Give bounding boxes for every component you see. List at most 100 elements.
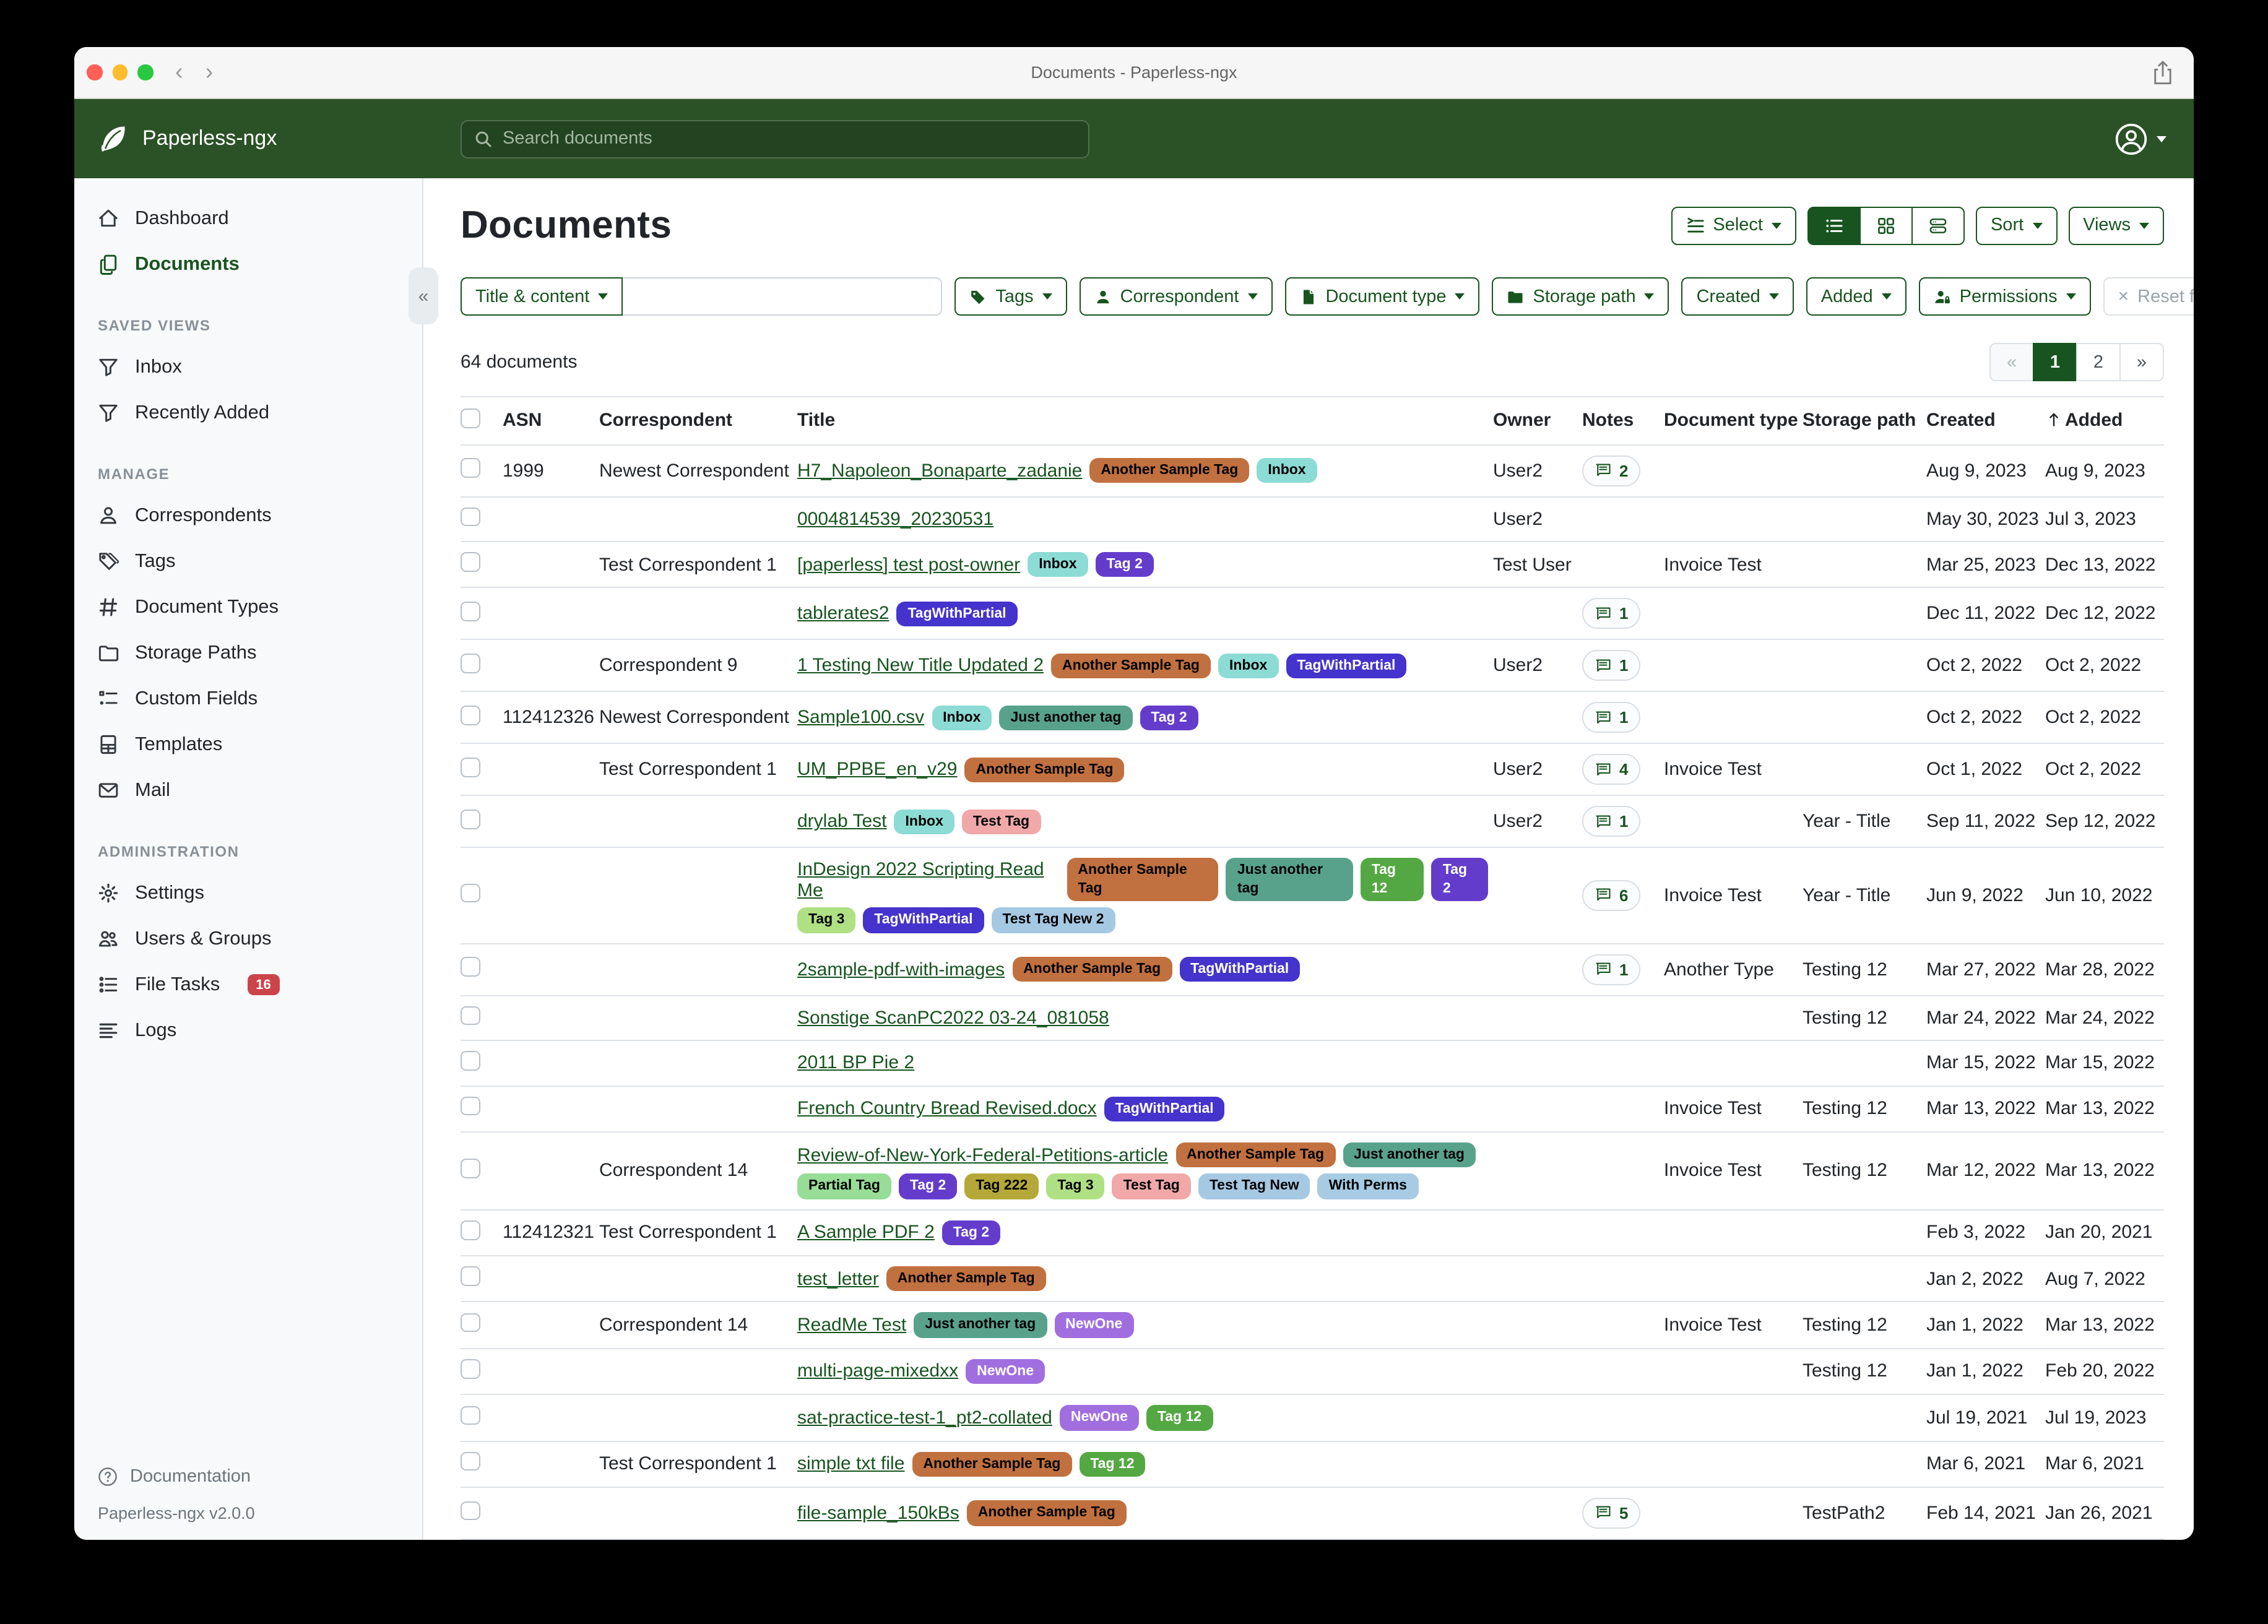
document-tag[interactable]: Test Tag New 2 bbox=[991, 907, 1115, 933]
correspondent-cell[interactable]: Correspondent 14 bbox=[599, 1131, 797, 1211]
document-type-cell[interactable]: Invoice Test bbox=[1664, 1131, 1803, 1211]
correspondent-cell[interactable] bbox=[599, 1348, 797, 1396]
notes-button[interactable]: 4 bbox=[1582, 754, 1641, 785]
row-checkbox[interactable] bbox=[461, 1501, 480, 1521]
correspondent-cell[interactable] bbox=[599, 995, 797, 1041]
storage-path-cell[interactable] bbox=[1803, 587, 1926, 641]
sidebar-item-recently-added[interactable]: Recently Added bbox=[74, 390, 422, 436]
notes-button[interactable]: 2 bbox=[1582, 455, 1641, 486]
storage-path-cell[interactable] bbox=[1803, 1209, 1926, 1257]
views-button[interactable]: Views bbox=[2068, 206, 2164, 244]
user-menu[interactable] bbox=[2114, 122, 2166, 155]
document-tag[interactable]: NewOne bbox=[966, 1358, 1045, 1384]
storage-path-cell[interactable]: Testing 12 bbox=[1803, 1348, 1926, 1396]
row-checkbox[interactable] bbox=[461, 1266, 480, 1286]
storage-path-cell[interactable] bbox=[1803, 691, 1926, 745]
storage-path-cell[interactable]: Testing 12 bbox=[1803, 1302, 1926, 1349]
storage-path-cell[interactable] bbox=[1803, 1394, 1926, 1442]
correspondent-cell[interactable]: Newest Correspondent bbox=[599, 444, 797, 497]
row-checkbox[interactable] bbox=[461, 706, 480, 725]
document-type-cell[interactable] bbox=[1664, 1348, 1803, 1396]
document-tag[interactable]: Tag 2 bbox=[898, 1173, 958, 1199]
filter-added-button[interactable]: Added bbox=[1806, 277, 1907, 316]
storage-path-cell[interactable]: TestPath2 bbox=[1803, 1539, 1926, 1540]
row-checkbox[interactable] bbox=[461, 1006, 480, 1025]
document-tag[interactable]: Another Sample Tag bbox=[886, 1266, 1046, 1292]
row-checkbox[interactable] bbox=[461, 1406, 480, 1425]
document-tag[interactable]: Test Tag bbox=[961, 809, 1041, 835]
sidebar-item-storage-paths[interactable]: Storage Paths bbox=[74, 630, 422, 676]
document-title-link[interactable]: multi-page-mixedxx bbox=[797, 1360, 959, 1382]
notes-button[interactable]: 1 bbox=[1582, 702, 1641, 733]
document-title-link[interactable]: sat-practice-test-1_pt2-collated bbox=[797, 1407, 1052, 1428]
document-title-link[interactable]: Sample100.csv bbox=[797, 707, 925, 728]
storage-path-cell[interactable]: Testing 12 bbox=[1803, 943, 1926, 996]
document-title-link[interactable]: drylab Test bbox=[797, 811, 887, 832]
document-tag[interactable]: Another Sample Tag bbox=[1089, 457, 1250, 483]
document-type-cell[interactable]: Invoice Test bbox=[1664, 1086, 1803, 1133]
column-header-asn[interactable]: ASN bbox=[503, 396, 599, 445]
document-tag[interactable]: Tag 222 bbox=[964, 1173, 1039, 1199]
document-tag[interactable]: Another Sample Tag bbox=[912, 1451, 1072, 1477]
document-type-cell[interactable]: Invoice Test bbox=[1664, 542, 1803, 589]
document-tag[interactable]: Tag 12 bbox=[1360, 858, 1424, 902]
document-tag[interactable]: Another Sample Tag bbox=[1012, 956, 1172, 982]
search-input[interactable] bbox=[503, 129, 1076, 149]
document-tag[interactable]: Tag 3 bbox=[1046, 1173, 1105, 1199]
sidebar-item-users-groups[interactable]: Users & Groups bbox=[74, 916, 422, 962]
row-checkbox[interactable] bbox=[461, 1096, 480, 1116]
document-tag[interactable]: Test Tag New bbox=[1198, 1173, 1310, 1199]
filter-tags-button[interactable]: Tags bbox=[954, 277, 1067, 316]
column-header-owner[interactable]: Owner bbox=[1493, 396, 1582, 445]
document-title-link[interactable]: file-sample_150kBs bbox=[797, 1502, 959, 1524]
document-tag[interactable]: Another Sample Tag bbox=[966, 1500, 1127, 1526]
row-checkbox[interactable] bbox=[461, 1220, 480, 1240]
column-header-storage-path[interactable]: Storage path bbox=[1803, 396, 1926, 445]
document-tag[interactable]: Tag 2 bbox=[1431, 858, 1488, 902]
document-type-cell[interactable] bbox=[1664, 1441, 1803, 1488]
storage-path-cell[interactable] bbox=[1803, 743, 1926, 797]
sidebar-item-inbox[interactable]: Inbox bbox=[74, 344, 422, 390]
document-tag[interactable]: Tag 2 bbox=[1095, 552, 1154, 577]
row-checkbox[interactable] bbox=[461, 1313, 480, 1332]
document-title-link[interactable]: ReadMe Test bbox=[797, 1315, 907, 1336]
storage-path-cell[interactable] bbox=[1803, 444, 1926, 497]
document-tag[interactable]: Just another tag bbox=[999, 705, 1133, 731]
document-tag[interactable]: Another Sample Tag bbox=[1051, 653, 1211, 679]
storage-path-cell[interactable] bbox=[1803, 639, 1926, 693]
browser-forward-icon[interactable]: › bbox=[205, 59, 214, 85]
document-tag[interactable]: Inbox bbox=[932, 705, 992, 731]
document-tag[interactable]: NewOne bbox=[1059, 1405, 1139, 1430]
notes-button[interactable]: 1 bbox=[1582, 806, 1641, 837]
storage-path-cell[interactable]: Year - Title bbox=[1803, 847, 1926, 944]
document-type-cell[interactable] bbox=[1664, 587, 1803, 641]
document-tag[interactable]: Inbox bbox=[1028, 552, 1088, 577]
document-title-link[interactable]: test_letter bbox=[797, 1268, 879, 1290]
view-details-button[interactable] bbox=[1911, 206, 1965, 244]
document-title-link[interactable]: 2011 BP Pie 2 bbox=[797, 1052, 915, 1074]
sidebar-item-mail[interactable]: Mail bbox=[74, 767, 422, 813]
document-title-link[interactable]: 1 Testing New Title Updated 2 bbox=[797, 655, 1044, 676]
row-checkbox[interactable] bbox=[461, 552, 480, 572]
column-header-correspondent[interactable]: Correspondent bbox=[599, 396, 797, 445]
filter-correspondent-button[interactable]: Correspondent bbox=[1079, 277, 1273, 316]
pagination-first[interactable]: « bbox=[1989, 343, 2034, 381]
document-type-cell[interactable] bbox=[1664, 444, 1803, 497]
document-type-cell[interactable] bbox=[1664, 995, 1803, 1041]
correspondent-cell[interactable] bbox=[599, 1394, 797, 1442]
correspondent-cell[interactable]: Correspondent 14 bbox=[599, 1302, 797, 1349]
row-checkbox[interactable] bbox=[461, 810, 480, 829]
sidebar-item-correspondents[interactable]: Correspondents bbox=[74, 493, 422, 538]
document-tag[interactable]: TagWithPartial bbox=[863, 907, 984, 933]
sort-button[interactable]: Sort bbox=[1975, 206, 2058, 244]
document-title-link[interactable]: UM_PPBE_en_v29 bbox=[797, 759, 958, 780]
document-tag[interactable]: Just another tag bbox=[1343, 1142, 1476, 1168]
correspondent-cell[interactable] bbox=[599, 496, 797, 542]
row-checkbox[interactable] bbox=[461, 957, 480, 977]
document-type-cell[interactable]: Invoice Test bbox=[1664, 743, 1803, 797]
row-checkbox[interactable] bbox=[461, 1451, 480, 1471]
row-checkbox[interactable] bbox=[461, 602, 480, 621]
sidebar-item-logs[interactable]: Logs bbox=[74, 1008, 422, 1053]
correspondent-cell[interactable]: Test Correspondent 1 bbox=[599, 743, 797, 797]
document-tag[interactable]: Tag 12 bbox=[1146, 1405, 1213, 1430]
